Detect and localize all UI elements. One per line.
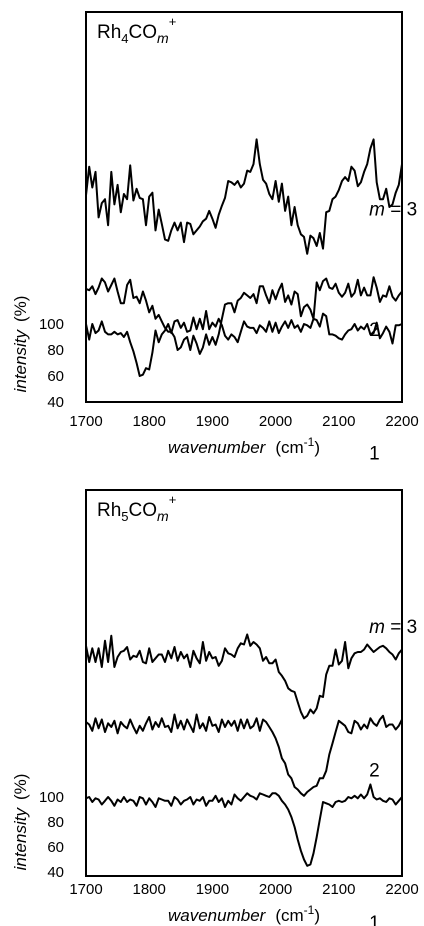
x-tick-label: 2100 (322, 881, 355, 898)
y-axis-label: intensity(%) (11, 774, 30, 871)
series-layer: m = 321 (85, 138, 417, 465)
x-tick-label: 1800 (133, 413, 166, 430)
x-tick-label: 1700 (69, 881, 102, 898)
panel-rh5co: Rh5COm+ m = 3 2 1 100 80 60 40 1700 1800 1900 20… (11, 489, 419, 926)
x-tick-label: 2200 (385, 413, 418, 430)
y-tick-label: 80 (47, 342, 64, 359)
plot-frame (85, 489, 403, 877)
x-axis-label: wavenumber (cm-1) (168, 903, 320, 925)
x-tick-label: 2200 (385, 881, 418, 898)
series-line-m-3 (85, 138, 403, 255)
y-tick-label: 60 (47, 839, 64, 856)
y-tick-labels: 100 80 60 40 (39, 316, 64, 411)
series-line-1 (85, 783, 403, 867)
x-tick-label: 1700 (69, 413, 102, 430)
x-axis-label: wavenumber (cm-1) (168, 435, 320, 457)
x-tick-label: 2000 (259, 413, 292, 430)
series-label: m = 3 (369, 199, 417, 220)
x-tick-labels: 1700 1800 1900 2000 2100 2200 (69, 413, 418, 430)
plot-frame (85, 11, 403, 403)
y-tick-labels: 100 80 60 40 (39, 789, 64, 881)
series-line-2 (85, 276, 403, 355)
y-axis-label: intensity(%) (11, 296, 30, 393)
series-layer: m = 3 2 1 (85, 617, 417, 926)
series-label: 1 (369, 444, 380, 465)
series-line-2 (85, 713, 403, 797)
series-label: m = 3 (369, 617, 417, 638)
x-tick-label: 1800 (133, 881, 166, 898)
panel-rh4co: Rh4COm+ m = 321 100 80 60 40 1700 1800 1900 20… (11, 11, 419, 465)
x-tick-label: 1900 (196, 413, 229, 430)
series-line-1 (85, 310, 403, 377)
series-label: 1 (369, 913, 380, 926)
y-tick-label: 100 (39, 789, 64, 806)
series-label: 2 (369, 761, 380, 782)
y-tick-label: 40 (47, 864, 64, 881)
x-tick-label: 2000 (259, 881, 292, 898)
y-tick-label: 40 (47, 394, 64, 411)
panel-title: Rh5COm+ (97, 492, 176, 524)
x-tick-labels: 1700 1800 1900 2000 2100 2200 (69, 881, 418, 898)
panel-title: Rh4COm+ (97, 14, 176, 46)
y-tick-label: 80 (47, 814, 64, 831)
y-tick-label: 100 (39, 316, 64, 333)
y-tick-label: 60 (47, 368, 64, 385)
x-tick-label: 2100 (322, 413, 355, 430)
x-tick-label: 1900 (196, 881, 229, 898)
series-line-m-3 (85, 633, 403, 720)
